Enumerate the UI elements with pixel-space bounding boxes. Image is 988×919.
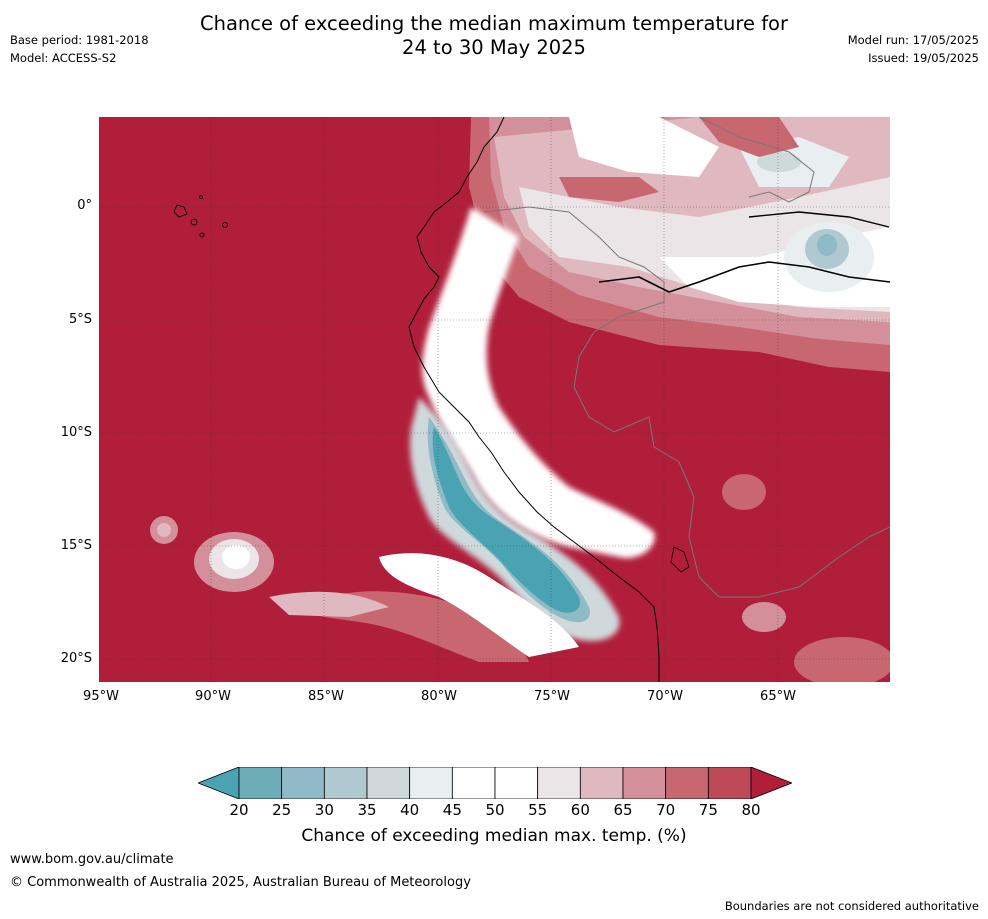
colorbar-segment — [238, 766, 283, 800]
colorbar-segment — [366, 766, 411, 800]
model-name: Model: ACCESS-S2 — [10, 51, 117, 65]
amazon-river — [598, 261, 890, 293]
region-70-75-southeast — [794, 637, 890, 682]
region-60-65-south — [269, 591, 389, 617]
region-below-20-coast — [432, 427, 580, 613]
forecast-map — [99, 117, 890, 682]
colorbar-tick-label: 75 — [698, 801, 718, 819]
colorbar-tick-label: 60 — [570, 801, 590, 819]
colorbar-segment — [537, 766, 581, 800]
colorbar-tick-label: 55 — [528, 801, 548, 819]
map-title: Chance of exceeding the median maximum t… — [0, 12, 988, 60]
coastline — [408, 117, 660, 682]
colorbar-arrow-low — [196, 766, 240, 800]
boundaries-disclaimer: Boundaries are not considered authoritat… — [724, 899, 979, 913]
border-ecuador-colombia — [483, 206, 665, 302]
colorbar-tick-label: 70 — [656, 801, 676, 819]
lat-label-10s: 10°S — [60, 425, 92, 440]
lon-label-70w: 70°W — [647, 689, 683, 704]
colorbar-segment — [665, 766, 709, 800]
lon-label-65w: 65°W — [760, 689, 796, 704]
copyright-text: © Commonwealth of Australia 2025, Austra… — [10, 875, 471, 890]
colorbar-segment — [451, 766, 496, 800]
region-30-35-east — [817, 234, 837, 256]
colorbar-segment — [323, 766, 368, 800]
map-canvas — [99, 117, 890, 682]
region-white-top — [569, 117, 719, 177]
colorbar — [196, 766, 794, 800]
region-70-75-interior — [722, 474, 766, 510]
lon-label-85w: 85°W — [308, 689, 344, 704]
colorbar-arrow-high — [750, 766, 794, 800]
colorbar-label: Chance of exceeding median max. temp. (%… — [301, 826, 687, 846]
lon-label-95w: 95°W — [83, 689, 119, 704]
colorbar-tick-label: 65 — [613, 801, 633, 819]
colorbar-segment — [579, 766, 624, 800]
border-colombia-venezuela — [698, 117, 815, 203]
region-60-65-west — [157, 523, 171, 537]
lat-label-15s: 15°S — [60, 538, 92, 553]
colorbar-tick-label: 35 — [357, 801, 377, 819]
colorbar-segment — [622, 766, 667, 800]
region-40-45-top — [757, 152, 801, 172]
lon-label-75w: 75°W — [534, 689, 570, 704]
galapagos-islands — [173, 195, 228, 238]
lat-label-0: 0° — [77, 198, 92, 213]
colorbar-segment — [707, 766, 752, 800]
colorbar-tick-label: 25 — [272, 801, 292, 819]
colorbar-segment — [409, 766, 453, 800]
website-link[interactable]: www.bom.gov.au/climate — [10, 852, 174, 867]
colorbar-tick-label: 80 — [741, 801, 761, 819]
border-peru-brazil-bolivia — [573, 301, 890, 598]
issued-date: Issued: 19/05/2025 — [868, 51, 979, 65]
lat-label-5s: 5°S — [68, 312, 92, 327]
title-line-1: Chance of exceeding the median maximum t… — [199, 12, 789, 35]
lat-label-20s: 20°S — [60, 651, 92, 666]
colorbar-tick-label: 30 — [314, 801, 334, 819]
colorbar-graphic — [196, 766, 794, 800]
meta-left: Base period: 1981-2018 Model: ACCESS-S2 — [10, 31, 149, 67]
base-period: Base period: 1981-2018 — [10, 33, 149, 47]
colorbar-segment — [281, 766, 325, 800]
colorbar-tick-label: 45 — [442, 801, 462, 819]
title-line-2: 24 to 30 May 2025 — [402, 36, 586, 59]
colorbar-tick-label: 50 — [485, 801, 505, 819]
region-50-55-south — [379, 553, 579, 657]
rio-negro — [748, 211, 890, 228]
lake-titicaca — [670, 546, 690, 573]
colorbar-tick-label: 20 — [229, 801, 249, 819]
region-50-55-offshore — [222, 545, 250, 569]
region-65-70-southeast — [742, 602, 786, 632]
colorbar-tick-label: 40 — [400, 801, 420, 819]
lon-label-80w: 80°W — [421, 689, 457, 704]
region-70-75-patch — [559, 177, 659, 202]
region-50-55-coast — [422, 207, 655, 558]
lon-label-90w: 90°W — [195, 689, 231, 704]
graticule — [99, 117, 890, 682]
meta-right: Model run: 17/05/2025 Issued: 19/05/2025 — [848, 31, 979, 67]
colorbar-segment — [494, 766, 539, 800]
model-run: Model run: 17/05/2025 — [847, 33, 979, 47]
